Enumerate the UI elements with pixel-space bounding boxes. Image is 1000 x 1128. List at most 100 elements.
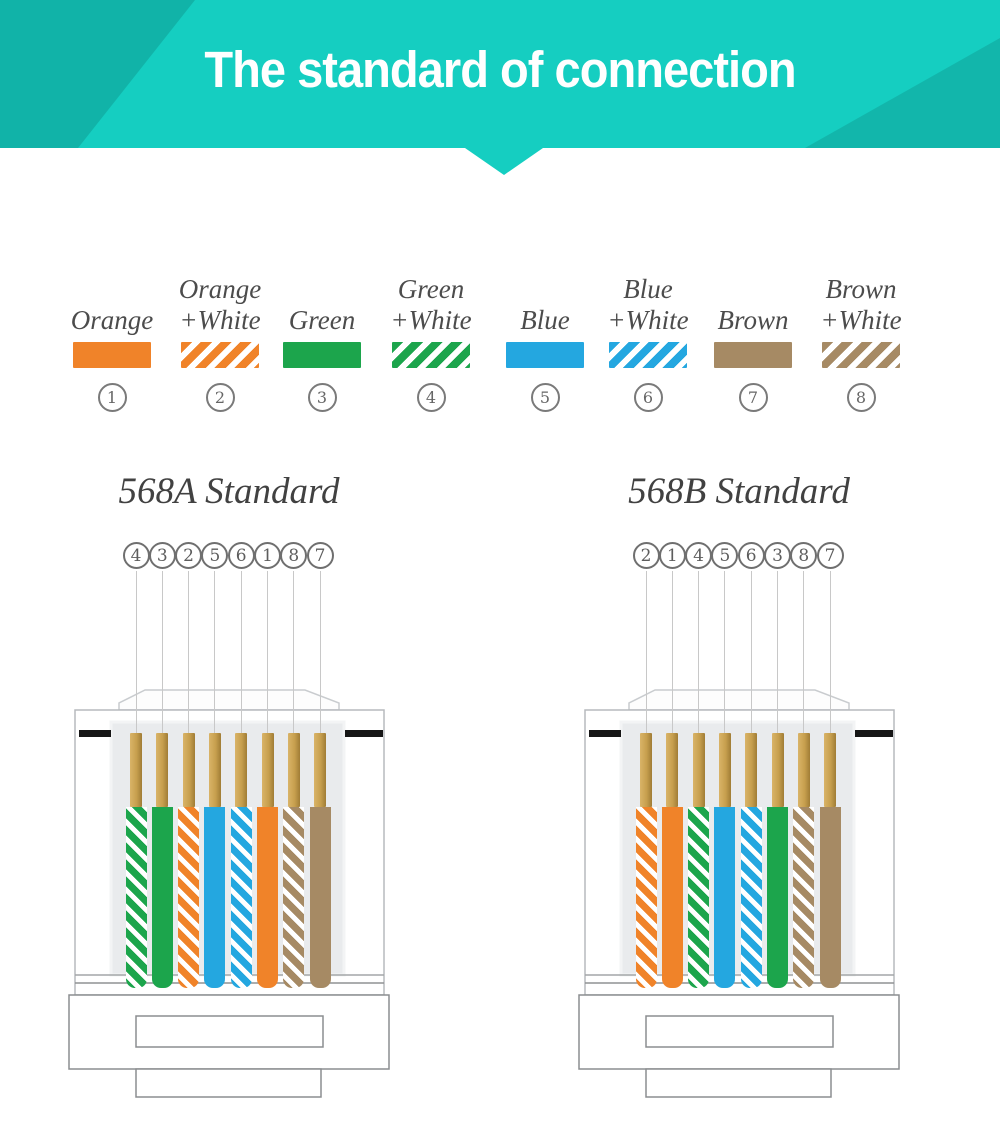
legend-label: Green [289,248,355,336]
legend-label: Green +White [390,248,471,336]
legend-label-line: Blue [623,274,673,304]
color-swatch-orange-white [181,342,259,368]
legend-label-line: +White [820,305,902,335]
circled-number: 2 [205,383,235,412]
guide-line [829,571,831,734]
gold-pin [745,733,758,807]
circled-number: 2 [175,542,203,569]
header-banner: The standard of connection [0,0,1000,148]
standard-b-title: 568B Standard [628,471,850,512]
legend-label-line: Green [397,274,465,304]
color-legend: Orange 1 Orange +White 2 Green 3 Green +White 4 Bl… [0,248,1000,420]
guide-line [724,571,726,734]
page-title: The standard of connection [204,41,796,99]
wire-green [767,807,788,988]
wire-green-white [125,807,147,988]
legend-label: Brown +White [820,248,901,336]
legend-label: Brown [717,248,788,336]
circled-number: 8 [846,383,876,412]
circled-number: 5 [711,542,739,569]
guide-line [161,571,163,734]
guide-line [645,571,647,734]
legend-item-brown-white: Brown +White 8 [806,248,916,412]
legend-label-line: Orange [178,274,262,304]
legend-label: Orange +White [179,248,262,336]
wire-orange [257,807,278,988]
circled-number: 7 [738,383,768,412]
wire-orange-white [635,807,657,988]
wire-brown [309,807,331,988]
circled-number: 4 [416,383,446,412]
wire-brown-white [283,807,305,988]
wire-blue [204,807,226,988]
guide-line [240,571,242,734]
wire-blue [714,807,736,988]
color-swatch-green [283,342,361,368]
gold-pin [314,733,327,807]
gold-pin [208,733,221,807]
wire-green [151,807,173,988]
gold-pin [287,733,300,807]
legend-item-orange: Orange 1 [57,248,167,412]
wire-orange-white [178,807,200,988]
gold-pin [261,733,274,807]
wire-brown [819,807,841,988]
guide-line [267,571,268,734]
circled-number: 8 [280,542,308,569]
guide-line [135,571,137,734]
connector-outline [578,689,900,1098]
wire-blue-white [740,807,762,988]
gold-pin [692,733,705,807]
guide-line [777,571,778,734]
guide-line [750,571,752,734]
circled-number: 1 [254,542,281,569]
banner-notch-pointer [465,148,543,175]
gold-pin [182,733,195,807]
circled-number: 6 [227,542,255,569]
legend-item-blue: Blue 5 [490,248,600,412]
legend-item-blue-white: Blue +White 6 [593,248,703,412]
wire-green-white [688,807,710,988]
legend-label-line: Orange [70,305,154,335]
wire-orange [661,807,683,988]
legend-label-line: +White [179,305,261,335]
legend-label-line: Green [288,305,356,335]
color-swatch-green-white [392,342,470,368]
color-swatch-brown [714,342,792,368]
guide-line [698,571,700,734]
guide-line [293,571,295,734]
guide-line [803,571,805,734]
circled-number: 8 [790,542,818,569]
legend-label-line: +White [607,305,689,335]
legend-item-green-white: Green +White 4 [376,248,486,412]
circled-number: 5 [201,542,229,569]
circled-number: 1 [97,383,127,412]
color-swatch-blue-white [609,342,687,368]
guide-line [319,571,321,734]
legend-label: Orange [71,248,154,336]
legend-label: Blue +White [607,248,688,336]
gold-pin [771,733,784,807]
circled-number: 7 [306,542,334,569]
guide-line [214,571,216,734]
standard-a-title: 568A Standard [118,471,340,512]
gold-pin [640,733,652,807]
circled-number: 4 [122,542,150,569]
circled-number: 5 [530,383,560,412]
circled-number: 3 [307,383,337,412]
legend-label-line: Brown [825,274,897,304]
circled-number: 7 [816,542,844,569]
connector-outline [68,689,390,1098]
gold-pin [718,733,731,807]
circled-number: 4 [685,542,713,569]
color-swatch-blue [506,342,584,368]
circled-number: 6 [633,383,663,412]
legend-label-line: Blue [520,305,570,335]
color-swatch-brown-white [822,342,900,368]
legend-item-green: Green 3 [267,248,377,412]
circled-number: 6 [737,542,765,569]
circled-number: 3 [148,542,176,569]
guide-line [671,571,673,734]
